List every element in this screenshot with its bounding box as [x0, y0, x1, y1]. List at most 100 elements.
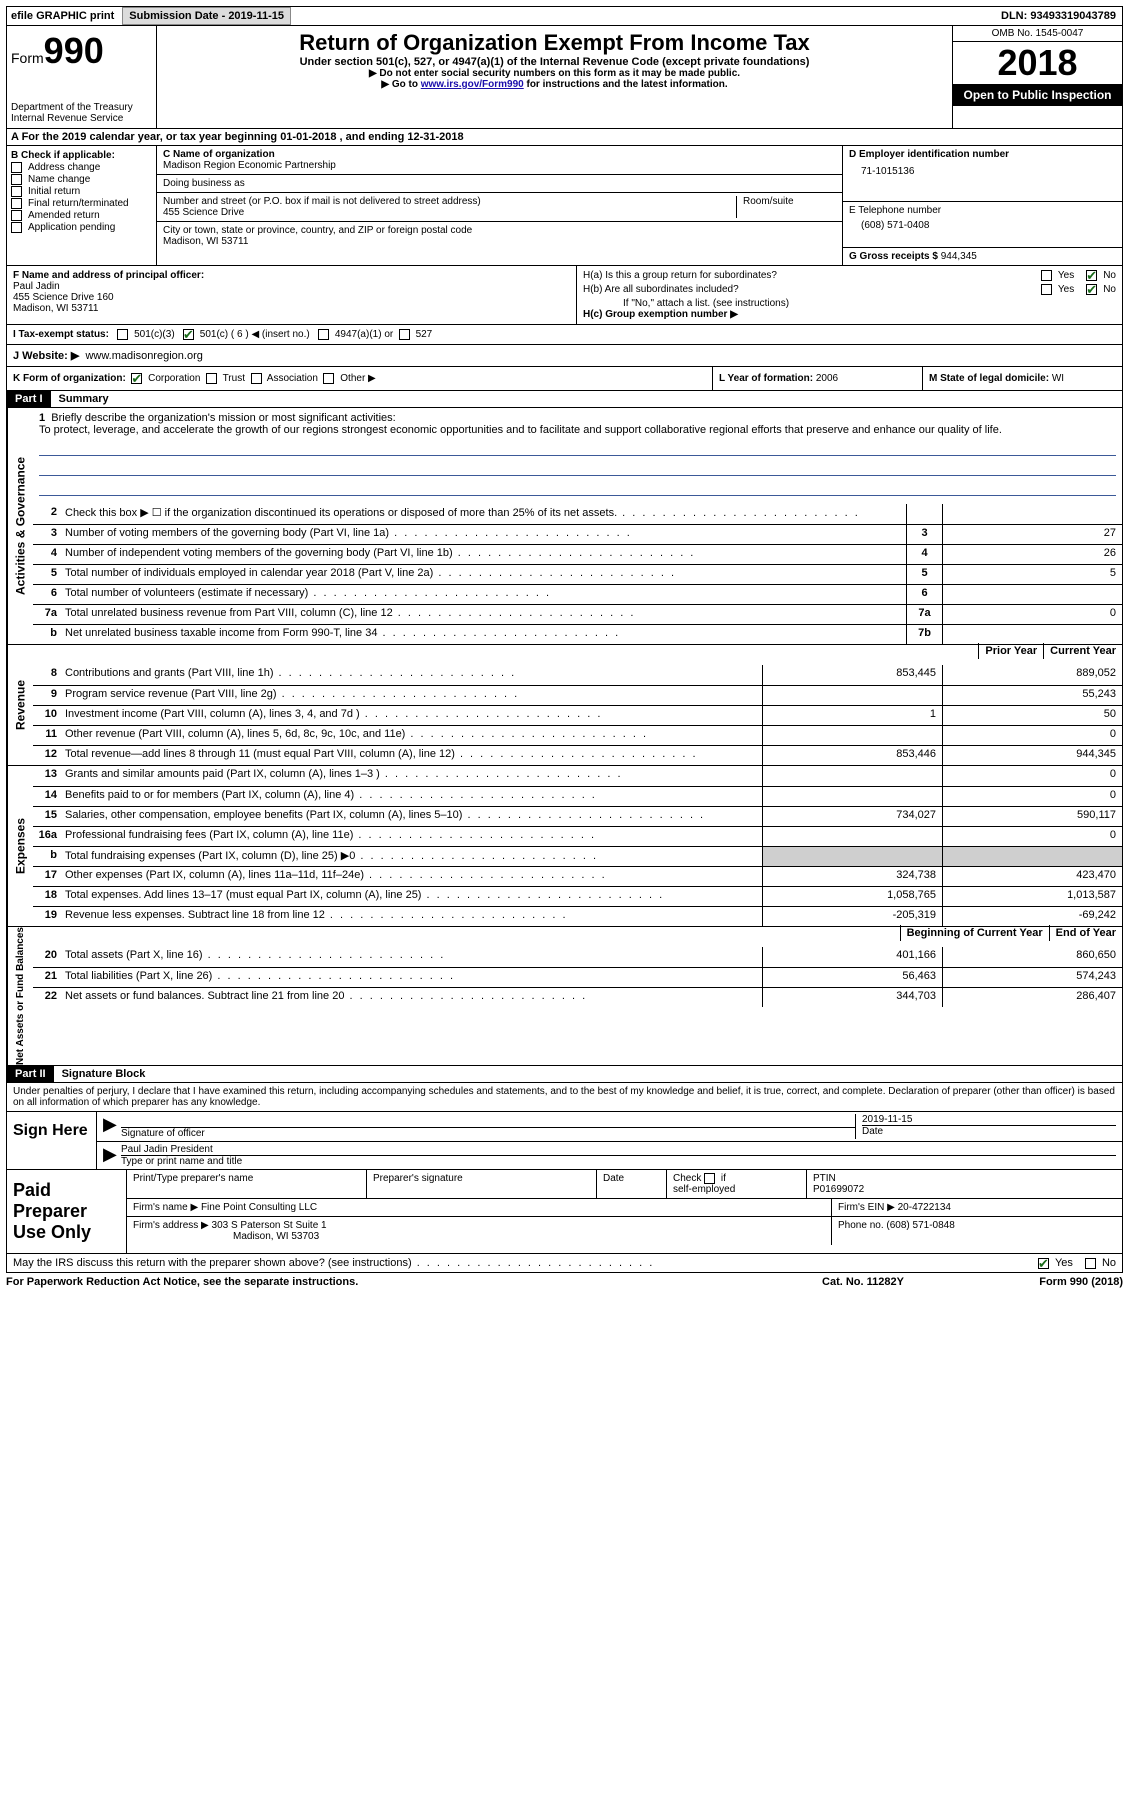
chk-other[interactable] — [323, 373, 334, 384]
gov-line: 5 Total number of individuals employed i… — [33, 564, 1122, 584]
line-box: 7a — [906, 605, 942, 624]
chk-corporation[interactable] — [131, 373, 142, 384]
mission-label: Briefly describe the organization's miss… — [51, 412, 395, 424]
chk-selfemployed[interactable] — [704, 1173, 715, 1184]
current-year-val: 574,243 — [942, 968, 1122, 987]
gov-line: 3 Number of voting members of the govern… — [33, 524, 1122, 544]
preparer-block: Paid Preparer Use Only Print/Type prepar… — [6, 1170, 1123, 1254]
line-val: 27 — [942, 525, 1122, 544]
prior-year-val: 1,058,765 — [762, 887, 942, 906]
ha-label: H(a) Is this a group return for subordin… — [583, 270, 777, 284]
hb-no[interactable]: No — [1086, 284, 1116, 295]
line-box: 3 — [906, 525, 942, 544]
col-c: C Name of organization Madison Region Ec… — [157, 146, 842, 265]
line-desc: Investment income (Part VIII, column (A)… — [61, 706, 762, 725]
row-i-taxexempt: I Tax-exempt status: 501(c)(3) 501(c) ( … — [6, 324, 1123, 344]
line-desc: Contributions and grants (Part VIII, lin… — [61, 665, 762, 685]
gov-line: 6 Total number of volunteers (estimate i… — [33, 584, 1122, 604]
pra-notice: For Paperwork Reduction Act Notice, see … — [6, 1276, 763, 1288]
current-year-val: 0 — [942, 766, 1122, 786]
chk-final-return[interactable]: Final return/terminated — [11, 198, 152, 209]
netassets-body: Beginning of Current YearEnd of Year 20 … — [33, 927, 1122, 1065]
line-num: 18 — [33, 887, 61, 906]
part-i-header: Part I Summary — [6, 391, 1123, 408]
mission-text: To protect, leverage, and accelerate the… — [39, 424, 1002, 436]
current-year-val — [942, 847, 1122, 866]
website-label: J Website: ▶ — [13, 350, 79, 362]
irs-form990-link[interactable]: www.irs.gov/Form990 — [421, 79, 524, 90]
line-box: 4 — [906, 545, 942, 564]
prior-year-val: -205,319 — [762, 907, 942, 926]
net-header: Beginning of Current YearEnd of Year — [33, 927, 1122, 947]
side-expenses: Expenses — [7, 766, 33, 926]
cat-no: Cat. No. 11282Y — [763, 1276, 963, 1288]
submission-date-button[interactable]: Submission Date - 2019-11-15 — [122, 7, 291, 25]
chk-amended-return[interactable]: Amended return — [11, 210, 152, 221]
chk-trust[interactable] — [206, 373, 217, 384]
line-desc: Salaries, other compensation, employee b… — [61, 807, 762, 826]
prior-year-val: 56,463 — [762, 968, 942, 987]
chk-4947[interactable] — [318, 329, 329, 340]
yes-label: Yes — [1058, 270, 1074, 281]
chk-501c3[interactable] — [117, 329, 128, 340]
line-num: 14 — [33, 787, 61, 806]
arrow-icon: ▶ — [103, 1114, 121, 1139]
ha-yes[interactable]: Yes — [1041, 270, 1074, 281]
row-klm: K Form of organization: Corporation Trus… — [6, 366, 1123, 391]
opt-527: 527 — [416, 329, 433, 340]
firm-addr1: 303 S Paterson St Suite 1 — [212, 1220, 327, 1231]
chk-527[interactable] — [399, 329, 410, 340]
firm-addr2: Madison, WI 53703 — [133, 1231, 319, 1242]
data-line: 18 Total expenses. Add lines 13–17 (must… — [33, 886, 1122, 906]
state-label: M State of legal domicile: — [929, 373, 1049, 384]
gross-value: 944,345 — [941, 251, 977, 262]
line-val — [942, 585, 1122, 604]
chk-label: Address change — [28, 162, 100, 173]
discuss-yes[interactable]: Yes — [1038, 1257, 1073, 1269]
current-year-val: 0 — [942, 726, 1122, 745]
prior-year-val: 401,166 — [762, 947, 942, 967]
tax-year: 2018 — [953, 42, 1122, 84]
hb-yes[interactable]: Yes — [1041, 284, 1074, 295]
addr-value: 455 Science Drive — [163, 207, 736, 218]
line-desc: Total number of volunteers (estimate if … — [61, 585, 906, 604]
room-label: Room/suite — [743, 196, 836, 207]
chk-application-pending[interactable]: Application pending — [11, 222, 152, 233]
line-num: 20 — [33, 947, 61, 967]
mission-block: 1 Briefly describe the organization's mi… — [33, 408, 1122, 504]
section-fh: F Name and address of principal officer:… — [6, 265, 1123, 324]
opt-501c: 501(c) ( 6 ) ◀ (insert no.) — [200, 329, 310, 340]
data-line: 12 Total revenue—add lines 8 through 11 … — [33, 745, 1122, 765]
current-year-val: 860,650 — [942, 947, 1122, 967]
line-val: 5 — [942, 565, 1122, 584]
firm-phone-cell: Phone no. (608) 571-0848 — [832, 1217, 1122, 1245]
chk-name-change[interactable]: Name change — [11, 174, 152, 185]
addr-label: Number and street (or P.O. box if mail i… — [163, 196, 736, 207]
gov-line: 4 Number of independent voting members o… — [33, 544, 1122, 564]
line-num: 12 — [33, 746, 61, 765]
chk-initial-return[interactable]: Initial return — [11, 186, 152, 197]
dept-treasury: Department of the Treasury — [11, 102, 152, 113]
chk-address-change[interactable]: Address change — [11, 162, 152, 173]
line-box — [906, 504, 942, 524]
form-id: Form 990 (2018) — [963, 1276, 1123, 1288]
ha-no[interactable]: No — [1086, 270, 1116, 281]
prior-year-val — [762, 686, 942, 705]
line-desc: Total number of individuals employed in … — [61, 565, 906, 584]
sig-officer-row: ▶ Signature of officer 2019-11-15 Date — [97, 1112, 1122, 1142]
form-990: 990 — [44, 30, 104, 71]
city-row: City or town, state or province, country… — [157, 222, 842, 250]
prior-year-val: 853,446 — [762, 746, 942, 765]
yes-label: Yes — [1055, 1257, 1073, 1269]
prior-year-hdr: Prior Year — [978, 643, 1043, 659]
chk-label: Final return/terminated — [28, 198, 129, 209]
chk-association[interactable] — [251, 373, 262, 384]
discuss-no[interactable]: No — [1085, 1257, 1116, 1269]
chk-501c[interactable] — [183, 329, 194, 340]
col-b-checkboxes: B Check if applicable: Address change Na… — [7, 146, 157, 265]
hb-label: H(b) Are all subordinates included? — [583, 284, 739, 298]
current-year-val: 50 — [942, 706, 1122, 725]
efile-label: efile GRAPHIC print — [7, 10, 118, 22]
data-line: 19 Revenue less expenses. Subtract line … — [33, 906, 1122, 926]
gross-receipts-row: G Gross receipts $ 944,345 — [843, 248, 1122, 265]
